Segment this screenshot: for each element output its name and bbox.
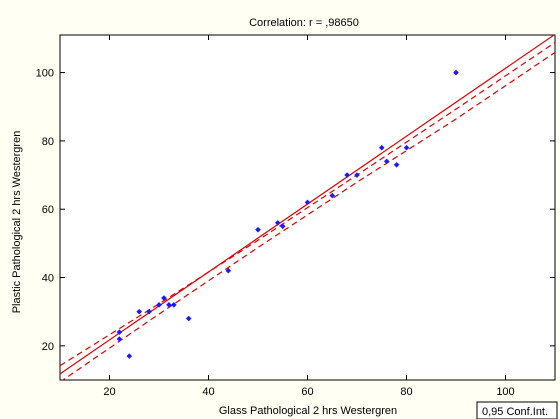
data-point: [136, 308, 142, 315]
x-tick-label: 20: [103, 386, 115, 398]
data-point: [156, 302, 162, 308]
data-points: [116, 69, 459, 359]
data-point: [354, 172, 360, 178]
data-point: [116, 329, 123, 335]
conf-upper-line: [60, 42, 555, 367]
data-point: [185, 315, 192, 322]
data-point: [279, 223, 286, 230]
x-tick-label: 40: [202, 386, 214, 398]
y-axis: 20 40 60 80 100: [36, 68, 555, 353]
data-point: [166, 302, 172, 308]
legend: 0,95 Conf.Int.: [476, 401, 558, 419]
data-point: [161, 295, 167, 301]
data-point: [393, 162, 400, 168]
x-axis-title: Glass Pathological 2 hrs Westergren: [219, 405, 397, 417]
data-point: [378, 144, 385, 151]
y-tick-label: 80: [42, 136, 54, 148]
data-point: [403, 144, 410, 151]
data-point: [171, 302, 177, 308]
data-point: [126, 353, 133, 359]
data-point: [304, 199, 311, 206]
y-tick-label: 40: [42, 273, 54, 285]
data-point: [116, 336, 123, 342]
data-point: [255, 226, 261, 233]
y-tick-label: 60: [42, 204, 54, 216]
legend-box: [476, 401, 558, 419]
conf-lower-line: [61, 51, 555, 380]
chart-title: Correlation: r = ,98650: [249, 17, 359, 29]
data-point: [275, 220, 281, 226]
data-point: [146, 308, 152, 315]
data-point: [225, 267, 232, 274]
data-point: [453, 69, 459, 76]
x-axis: 20 40 60 80 100: [103, 35, 515, 398]
y-axis-title: Plastic Pathological 2 hrs Westergren: [11, 131, 23, 314]
x-tick-label: 100: [496, 386, 514, 398]
data-point: [329, 192, 336, 199]
data-point: [344, 172, 350, 178]
y-tick-label: 100: [36, 68, 54, 80]
x-tick-label: 80: [400, 386, 412, 398]
x-tick-label: 60: [301, 386, 313, 398]
data-point: [383, 158, 390, 165]
y-tick-label: 20: [42, 341, 54, 353]
legend-label: 0,95 Conf.Int.: [482, 406, 548, 418]
